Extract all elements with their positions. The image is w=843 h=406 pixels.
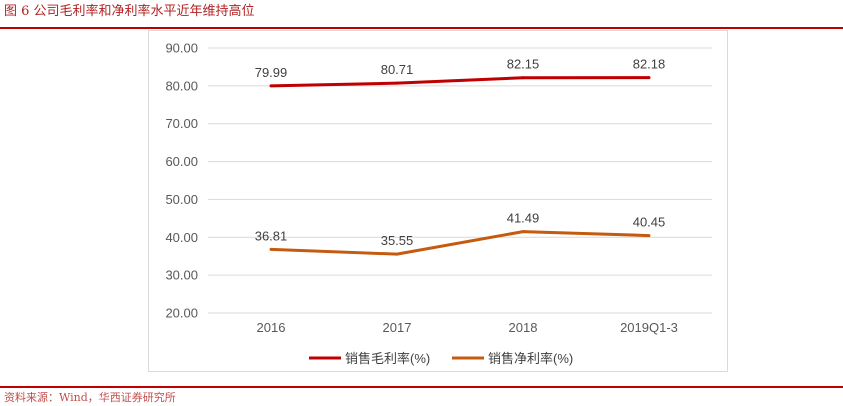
data-label: 41.49 — [507, 211, 540, 226]
series-line — [270, 76, 650, 88]
x-tick-label: 2016 — [257, 320, 286, 335]
data-label: 40.45 — [633, 215, 666, 230]
grid-lines — [208, 47, 712, 314]
y-tick-label: 80.00 — [165, 78, 198, 93]
data-label: 79.99 — [255, 65, 288, 80]
top-rule — [0, 27, 843, 29]
data-point — [521, 230, 525, 234]
data-point — [647, 234, 651, 238]
y-tick-label: 40.00 — [165, 230, 198, 245]
series-lines — [269, 76, 651, 256]
data-point — [647, 76, 651, 80]
y-tick-label: 50.00 — [165, 192, 198, 207]
data-point — [395, 252, 399, 256]
bottom-rule — [0, 386, 843, 388]
line-chart: 20.00 30.00 40.00 50.00 60.00 70.00 80.00 90.00… — [165, 41, 712, 366]
data-label: 82.18 — [633, 57, 666, 72]
x-tick-label: 2018 — [509, 320, 538, 335]
data-labels: 79.99 80.71 82.15 82.18 36.81 35.55 41.49 40.45 — [255, 57, 666, 249]
data-label: 82.15 — [507, 57, 540, 72]
data-point — [521, 76, 525, 80]
y-tick-labels: 20.00 30.00 40.00 50.00 60.00 70.00 80.00 90.00 — [165, 41, 198, 321]
chart-frame: 20.00 30.00 40.00 50.00 60.00 70.00 80.00 90.00… — [148, 30, 728, 372]
y-tick-label: 20.00 — [165, 306, 198, 321]
source-note: 资料来源：Wind，华西证券研究所 — [4, 391, 176, 404]
legend-label: 销售净利率(%) — [488, 351, 573, 366]
series-line — [270, 230, 650, 256]
x-tick-label: 2019Q1-3 — [620, 320, 678, 335]
x-tick-label: 2017 — [383, 320, 412, 335]
data-point — [269, 84, 273, 88]
data-label: 80.71 — [381, 62, 414, 77]
x-tick-labels: 2016 2017 2018 2019Q1-3 — [257, 320, 678, 335]
data-label: 35.55 — [381, 233, 414, 248]
y-tick-label: 30.00 — [165, 268, 198, 283]
figure-title: 图 6 公司毛利率和净利率水平近年维持高位 — [4, 4, 255, 19]
y-tick-label: 70.00 — [165, 116, 198, 131]
y-tick-label: 90.00 — [165, 41, 198, 56]
legend: 销售毛利率(%) 销售净利率(%) — [309, 351, 573, 366]
y-tick-label: 60.00 — [165, 154, 198, 169]
data-point — [269, 247, 273, 251]
data-label: 36.81 — [255, 228, 288, 243]
legend-label: 销售毛利率(%) — [345, 351, 430, 366]
data-point — [395, 81, 399, 85]
